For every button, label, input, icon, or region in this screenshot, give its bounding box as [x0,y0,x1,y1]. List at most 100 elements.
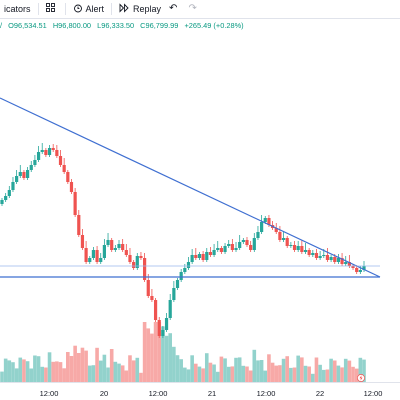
volume-bar [44,367,48,382]
candle-body [362,266,366,270]
volume-bar [106,367,110,382]
candle-body [227,244,231,246]
candle-body [322,255,326,256]
alert-label: Alert [85,4,105,14]
volume-bar [318,364,322,382]
grid-icon [45,3,55,15]
volume-bar [215,371,220,382]
candle-body [292,245,297,250]
alert-button[interactable]: Alert [69,0,109,18]
volume-bar [267,354,271,382]
lightning-icon[interactable] [357,374,365,382]
candle-body [44,150,48,155]
time-label: 20 [99,389,109,398]
volume-bar [278,365,282,382]
volume-bar [336,365,341,382]
candle-body [194,255,198,258]
volume-bar [47,352,52,382]
volume-bar [300,357,304,382]
candle-body [91,250,96,258]
volume-bar [153,322,158,382]
volume-bar [58,362,63,382]
time-axis[interactable]: 12:00 20 12:00 21 12:00 22 12:00 [0,382,400,400]
volume-bar [120,365,125,382]
candle-body [311,253,315,255]
volume-bar [0,371,4,382]
layout-templates-button[interactable] [42,0,62,18]
candle-body [358,270,362,272]
volume-bar [73,345,77,382]
volume-bar [109,349,114,382]
alarm-clock-icon [73,3,83,16]
redo-button[interactable]: ↷ [184,0,203,18]
volume-bar [223,358,227,382]
volume-bar [66,352,70,382]
candle-body [340,258,344,264]
candle-body [208,252,213,255]
candle-body [179,272,183,280]
volume-bar [18,357,23,382]
candle-body [296,246,300,250]
candle-body [216,248,220,250]
candle-body [175,280,180,288]
toolbar-divider [64,3,66,15]
volume-bar [190,355,194,382]
volume-bar [164,335,169,382]
candle-body [88,258,92,262]
volume-bar [285,356,290,382]
candlesticks [0,143,366,338]
volume-bar [128,355,132,382]
candle-body [307,250,311,255]
volume-bar [55,361,59,382]
volume-bar [292,367,297,382]
toolbar-divider [37,3,39,15]
candle-body [66,172,70,182]
volume-bar [248,370,253,382]
volume-bar [131,360,136,382]
volume-bar [168,333,173,382]
volume-bar [351,366,355,382]
volume-bar [36,356,41,382]
volume-bar [150,333,154,382]
replay-button[interactable]: Replay [115,0,165,18]
candle-body [121,244,125,250]
candle-body [212,250,216,255]
candle-body [336,258,341,262]
indicators-button[interactable]: icators [0,0,35,18]
candle-body [186,262,191,268]
undo-button[interactable]: ↶ [165,0,184,18]
time-label: 21 [207,389,217,398]
ohlc-close: C96,799.99 [140,21,179,30]
volume-bar [157,322,162,382]
volume-bar [76,353,81,382]
volume-bar [354,368,359,382]
volume-bar [80,347,85,382]
candle-body [106,240,110,245]
candle-body [329,257,333,260]
candle-body [135,256,139,268]
candle-body [278,232,282,240]
candle-body [146,280,150,296]
candle-body [55,150,59,156]
candle-body [260,222,264,232]
volume-bar [113,361,118,382]
candle-body [128,255,132,262]
candle-body [62,165,66,172]
volume-bar [135,357,140,382]
candle-body [201,254,205,260]
descending-trendline[interactable] [0,97,381,278]
volume-bar [343,358,348,382]
candle-body [73,192,77,215]
volume-bar [3,358,8,382]
volume-bar [186,369,191,382]
volume-bar [25,361,30,382]
volume-bar [62,368,66,382]
candle-body [347,262,351,266]
ohlc-open: O96,534.51 [8,21,47,30]
volume-bar [172,346,176,382]
volume-bar [281,358,286,382]
candle-body [161,330,165,336]
volume-bar [7,360,12,382]
volume-bar [303,365,308,382]
